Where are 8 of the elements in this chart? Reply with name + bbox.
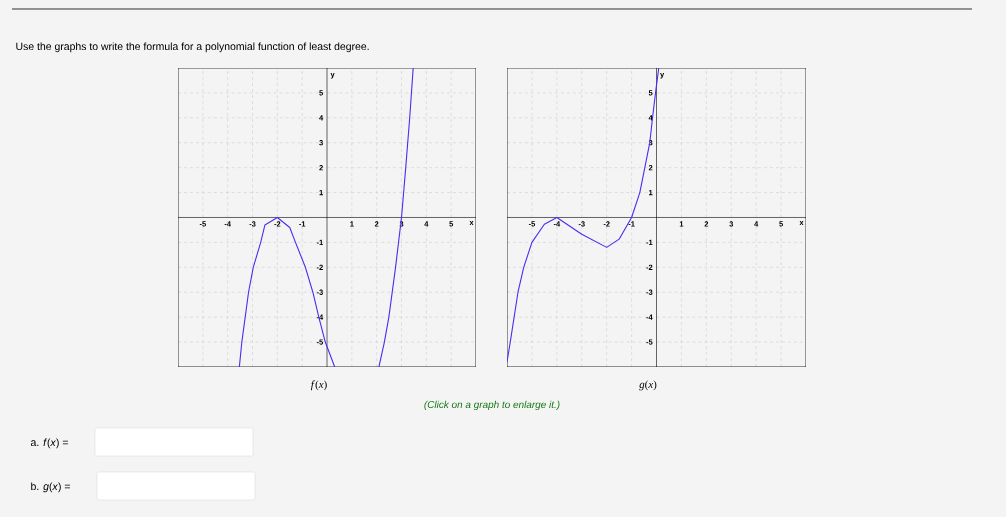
text: (Click on a graph to enlarge it.) (424, 400, 560, 411)
text: g(x) (639, 380, 657, 391)
chart-title: Use the graphs to write the formula for a polynomial function of least degree. (16, 42, 369, 53)
line-series (378, 67, 414, 367)
text: b. g(x) = (31, 482, 70, 493)
line-series (238, 216, 336, 367)
text: f(x) (310, 380, 327, 391)
text: a. f(x) = (30, 438, 68, 449)
